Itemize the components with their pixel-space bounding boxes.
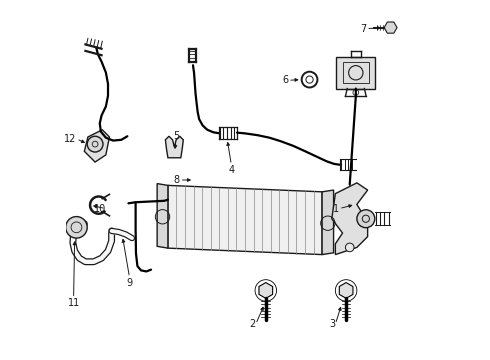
- Text: 1: 1: [333, 204, 339, 214]
- Text: 9: 9: [126, 278, 133, 288]
- Circle shape: [66, 217, 87, 238]
- Text: 12: 12: [64, 134, 76, 144]
- Text: 11: 11: [68, 298, 80, 309]
- Text: 7: 7: [360, 24, 366, 34]
- Polygon shape: [339, 283, 353, 298]
- Text: 5: 5: [173, 131, 179, 141]
- Text: 10: 10: [94, 204, 106, 214]
- Circle shape: [357, 210, 375, 228]
- Polygon shape: [259, 283, 272, 298]
- Text: 2: 2: [249, 319, 256, 329]
- Text: 6: 6: [282, 75, 288, 85]
- Text: 3: 3: [329, 319, 335, 329]
- Circle shape: [87, 136, 103, 152]
- Text: 4: 4: [228, 165, 234, 175]
- FancyBboxPatch shape: [337, 57, 375, 89]
- Polygon shape: [166, 136, 183, 158]
- Circle shape: [345, 243, 354, 252]
- Polygon shape: [332, 183, 368, 255]
- Polygon shape: [384, 22, 397, 33]
- Polygon shape: [84, 130, 109, 162]
- Text: 8: 8: [173, 175, 180, 185]
- Polygon shape: [322, 190, 334, 255]
- Polygon shape: [157, 184, 168, 248]
- Polygon shape: [168, 185, 322, 255]
